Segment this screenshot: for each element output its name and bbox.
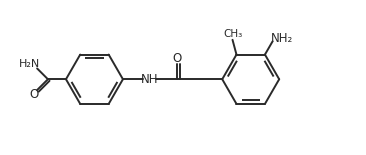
- Text: O: O: [30, 88, 39, 101]
- Text: O: O: [172, 52, 182, 64]
- Text: H₂N: H₂N: [19, 59, 40, 69]
- Text: NH₂: NH₂: [271, 32, 294, 45]
- Text: CH₃: CH₃: [223, 29, 242, 39]
- Text: NH: NH: [141, 73, 158, 86]
